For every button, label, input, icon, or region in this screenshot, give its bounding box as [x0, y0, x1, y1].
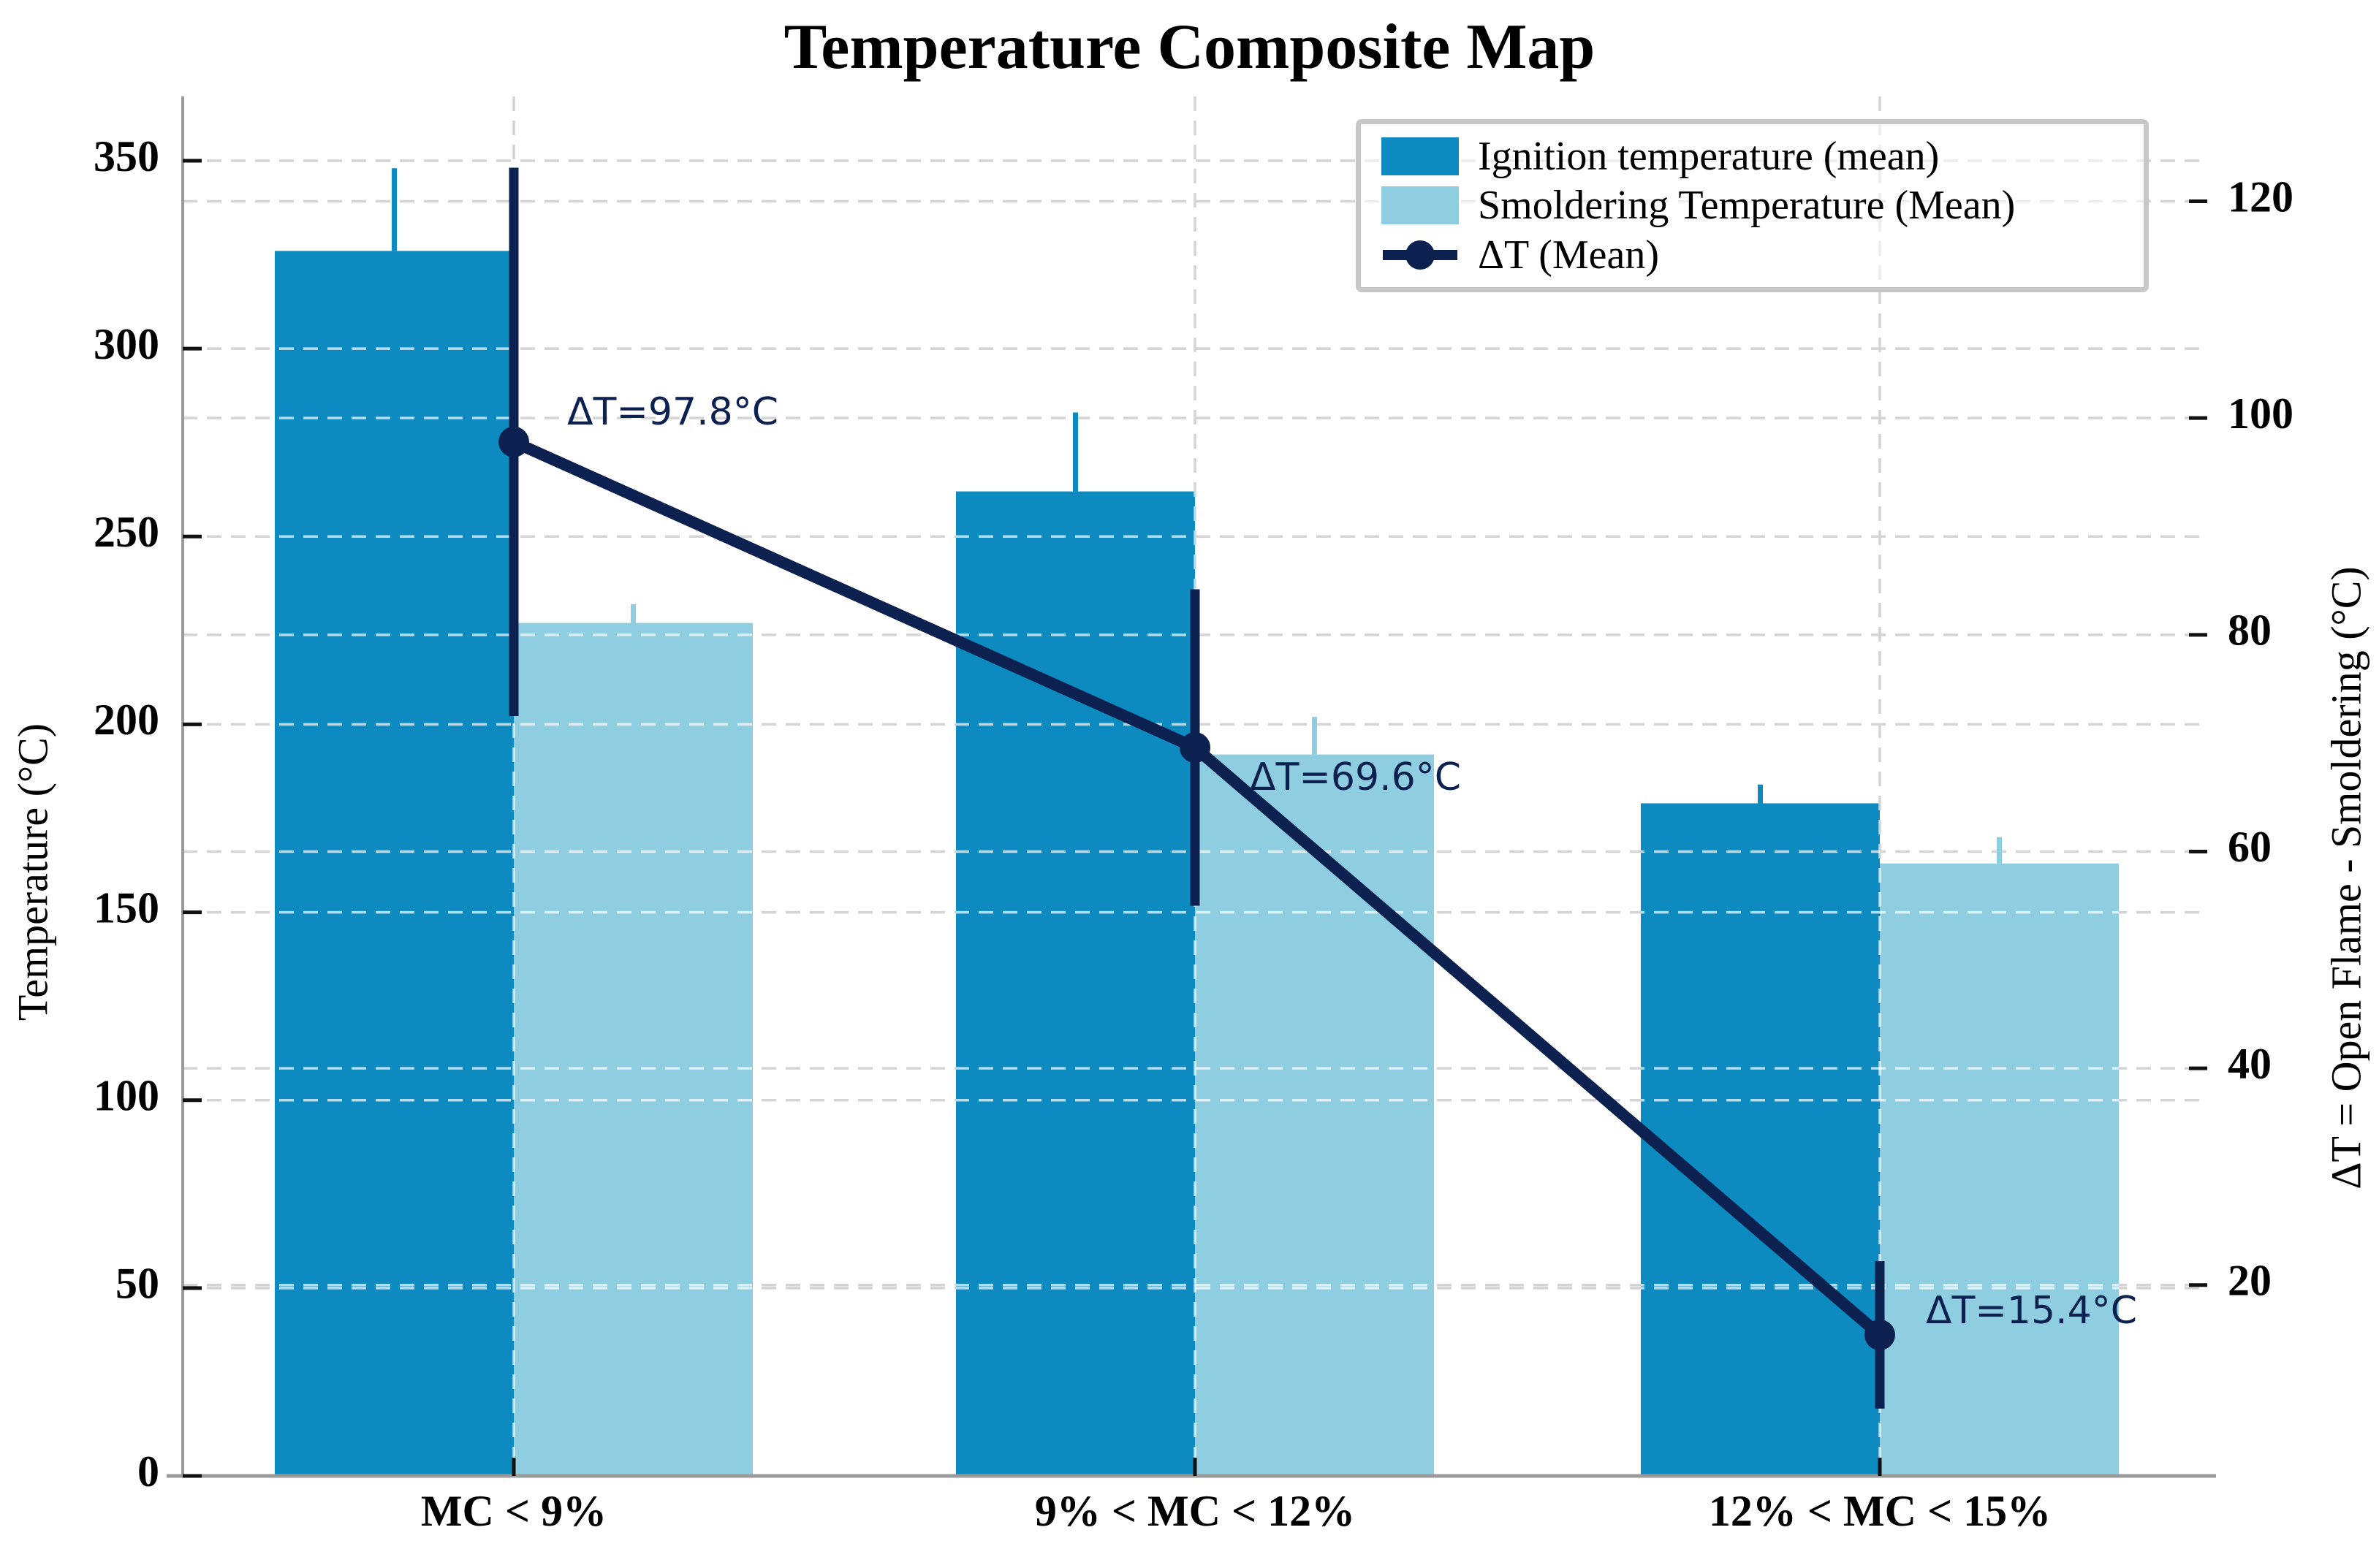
delta-marker-1	[1180, 732, 1210, 764]
left-axis-label: Temperature (°C)	[9, 723, 57, 1021]
bar-smoldering-2	[1880, 863, 2119, 1476]
ytick-label-left-100: 100	[94, 1071, 159, 1119]
ignition-swatch	[1381, 137, 1459, 175]
xtick-label-1: 9% < MC < 12%	[1035, 1487, 1355, 1535]
delta-line-swatch	[1383, 240, 1457, 270]
ytick-label-left-250: 250	[94, 508, 159, 556]
ytick-label-right-40: 40	[2228, 1040, 2272, 1088]
bar-smoldering-0	[514, 623, 753, 1476]
ytick-label-right-60: 60	[2228, 823, 2272, 871]
delta-annotation-0: ΔT=97.8°C	[567, 390, 778, 434]
bar-ignition-1	[956, 491, 1195, 1476]
ytick-label-right-100: 100	[2228, 389, 2293, 438]
legend-label-ignition: Ignition temperature (mean)	[1478, 133, 1940, 179]
smoldering-swatch	[1381, 186, 1459, 225]
legend-item-delta: ΔT (Mean)	[1381, 232, 2144, 278]
legend-item-smoldering: Smoldering Temperature (Mean)	[1381, 182, 2144, 229]
xtick-label-0: MC < 9%	[421, 1487, 607, 1535]
bar-smoldering-1	[1195, 754, 1434, 1476]
bar-ignition-0	[275, 251, 514, 1477]
bar-ignition-2	[1641, 803, 1880, 1476]
delta-annotation-1: ΔT=69.6°C	[1250, 756, 1461, 799]
legend-item-ignition: Ignition temperature (mean)	[1381, 133, 2144, 180]
xtick-label-2: 12% < MC < 15%	[1709, 1487, 2051, 1535]
legend-label-delta: ΔT (Mean)	[1478, 232, 1660, 278]
delta-marker-0	[498, 426, 529, 457]
ytick-label-left-50: 50	[115, 1260, 159, 1308]
ytick-label-left-300: 300	[94, 320, 159, 368]
ytick-label-right-20: 20	[2228, 1257, 2272, 1305]
delta-marker-2	[1864, 1319, 1895, 1350]
right-axis-label: ΔT = Open Flame - Smoldering (°C)	[2322, 566, 2370, 1190]
legend-label-smoldering: Smoldering Temperature (Mean)	[1478, 183, 2016, 229]
ytick-label-left-200: 200	[94, 696, 159, 744]
ytick-label-left-350: 350	[94, 132, 159, 180]
legend: Ignition temperature (mean) Smoldering T…	[1356, 119, 2149, 292]
chart-title: Temperature Composite Map	[783, 12, 1596, 83]
ytick-label-right-80: 80	[2228, 606, 2272, 655]
ytick-label-left-150: 150	[94, 883, 159, 932]
delta-annotation-2: ΔT=15.4°C	[1926, 1289, 2137, 1333]
ytick-label-right-120: 120	[2228, 172, 2293, 221]
ytick-label-left-0: 0	[137, 1447, 159, 1496]
